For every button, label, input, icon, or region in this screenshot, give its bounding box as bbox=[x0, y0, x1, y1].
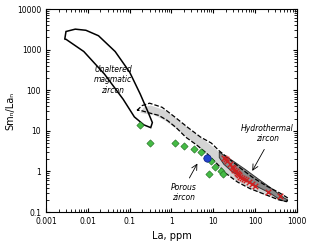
Point bbox=[235, 171, 240, 175]
Point bbox=[138, 123, 143, 127]
Text: Porous
zircon: Porous zircon bbox=[171, 183, 197, 202]
Point bbox=[207, 172, 212, 176]
Point bbox=[147, 141, 152, 145]
Point bbox=[241, 177, 246, 181]
Point bbox=[237, 173, 242, 177]
Polygon shape bbox=[219, 152, 287, 202]
Point bbox=[227, 162, 232, 166]
Point bbox=[278, 194, 283, 198]
Point bbox=[250, 182, 255, 186]
X-axis label: La, ppm: La, ppm bbox=[152, 231, 191, 242]
Point bbox=[236, 172, 241, 176]
Point bbox=[229, 165, 234, 169]
Text: Hydrothermal
zircon: Hydrothermal zircon bbox=[241, 124, 294, 143]
Y-axis label: Smₙ/Laₙ: Smₙ/Laₙ bbox=[6, 91, 16, 130]
Point bbox=[246, 180, 251, 184]
Point bbox=[218, 169, 223, 173]
Point bbox=[209, 159, 214, 163]
Text: Unaltered
magmatic
zircon: Unaltered magmatic zircon bbox=[94, 65, 132, 95]
Point bbox=[172, 141, 177, 145]
Point bbox=[231, 166, 236, 170]
Point bbox=[252, 184, 257, 187]
Point bbox=[212, 165, 217, 169]
Point bbox=[221, 156, 226, 160]
Point bbox=[232, 168, 237, 172]
Point bbox=[220, 172, 225, 176]
Point bbox=[204, 156, 209, 160]
Point bbox=[233, 169, 238, 173]
Point bbox=[265, 189, 270, 193]
Point bbox=[243, 179, 248, 183]
Point bbox=[223, 157, 228, 161]
Point bbox=[204, 156, 209, 160]
Point bbox=[238, 175, 243, 179]
Point bbox=[225, 159, 230, 163]
Point bbox=[240, 176, 245, 180]
Point bbox=[192, 147, 197, 151]
Point bbox=[198, 150, 203, 154]
Polygon shape bbox=[140, 105, 287, 202]
Point bbox=[182, 144, 187, 148]
